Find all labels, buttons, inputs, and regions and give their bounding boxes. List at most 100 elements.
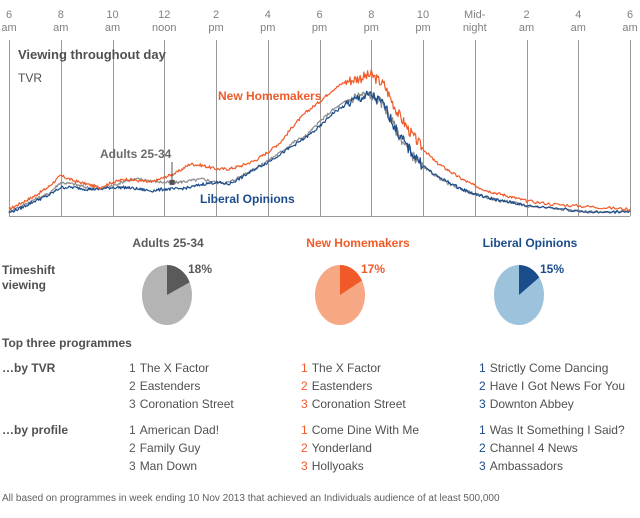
timeshift-pct-homemakers: 17%: [361, 262, 386, 276]
x-tick-label: 8 pm: [349, 9, 393, 35]
by-tvr-list-homemakers: 1 The X Factor 2 Eastenders 3 Coronation Stre…: [301, 359, 406, 413]
programme-item: 1 Come Dine With Me: [301, 421, 419, 439]
x-tick-label-line2: pm: [415, 22, 431, 34]
programme-rank: 2: [301, 441, 308, 455]
by-profile-list-homemakers: 1 Come Dine With Me 2 Yonderland 3 Hollyoaks: [301, 421, 419, 475]
programme-rank: 1: [129, 423, 136, 437]
x-tick-label-line2: am: [53, 22, 69, 34]
programme-name: Was It Something I Said?: [489, 423, 625, 437]
x-tick-label: 2 pm: [194, 9, 238, 35]
programme-item: 3 Man Down: [129, 457, 219, 475]
programme-rank: 2: [479, 441, 486, 455]
programme-name: Yonderland: [311, 441, 372, 455]
x-tick-label-line1: 8: [368, 9, 375, 21]
x-tick-label: 4 pm: [246, 9, 290, 35]
programme-name: Hollyoaks: [311, 459, 364, 473]
pie-slice-timeshift: [519, 265, 540, 295]
programme-rank: 2: [129, 441, 136, 455]
x-tick-label: 2 am: [505, 9, 549, 35]
programme-name: The X Factor: [139, 361, 210, 375]
programme-name: Come Dine With Me: [311, 423, 420, 437]
programme-item: 2 Eastenders: [129, 377, 234, 395]
programme-item: 1 The X Factor: [301, 359, 406, 377]
programme-item: 1 Strictly Come Dancing: [479, 359, 625, 377]
programme-name: Family Guy: [139, 441, 201, 455]
x-tick-label-line2: pm: [311, 22, 328, 34]
pie-adults-25-34: [142, 265, 192, 325]
programme-name: Eastenders: [311, 379, 373, 393]
x-tick-label-line1: 8: [57, 9, 64, 21]
annotation-marker-square: [169, 179, 175, 185]
x-tick-label-line1: 10: [416, 9, 430, 21]
programme-item: 2 Yonderland: [301, 439, 419, 457]
programme-rank: 1: [129, 361, 136, 375]
programme-item: 3 Ambassadors: [479, 457, 625, 475]
x-tick-label: 12 noon: [142, 9, 186, 35]
programme-item: 2 Have I Got News For You: [479, 377, 625, 395]
x-tick-label-line1: 4: [575, 9, 582, 21]
pie-liberal-opinions: [494, 265, 544, 325]
programme-rank: 3: [301, 397, 308, 411]
programme-item: 1 American Dad!: [129, 421, 219, 439]
programme-item: 3 Hollyoaks: [301, 457, 419, 475]
x-tick-label-line1: Mid-: [464, 9, 486, 21]
programme-rank: 1: [479, 423, 486, 437]
series-label-liberal-opinions: Liberal Opinions: [200, 192, 295, 206]
x-tick-label: 6 pm: [298, 9, 342, 35]
programme-rank: 1: [479, 361, 486, 375]
pie-slice-timeshift: [340, 265, 362, 295]
programme-name: Eastenders: [139, 379, 201, 393]
programme-rank: 3: [129, 459, 136, 473]
x-tick-label: 10 pm: [401, 9, 445, 35]
programme-rank: 3: [129, 397, 136, 411]
programme-item: 1 Was It Something I Said?: [479, 421, 625, 439]
x-tick-label-line2: am: [570, 22, 586, 34]
programme-item: 2 Eastenders: [301, 377, 406, 395]
programme-rank: 3: [301, 459, 308, 473]
chart-subtitle: TVR: [18, 71, 42, 85]
series-line-new-homemakers: [8, 69, 631, 212]
top-programmes-title: Top three programmes: [2, 336, 132, 350]
x-tick-label-line1: 6: [626, 9, 634, 21]
series-label-new-homemakers: New Homemakers: [218, 89, 322, 103]
programme-name: Downton Abbey: [489, 397, 574, 411]
programme-name: Strictly Come Dancing: [489, 361, 609, 375]
x-tick-label: 10 am: [91, 9, 135, 35]
x-tick-label: 8 am: [39, 9, 83, 35]
x-tick-label-line2: pm: [260, 22, 276, 34]
by-profile-list-adults: 1 American Dad! 2 Family Guy 3 Man Down: [129, 421, 219, 475]
programme-name: Ambassadors: [489, 459, 564, 473]
programme-name: Channel 4 News: [489, 441, 578, 455]
x-tick-label-line2: am: [622, 22, 638, 34]
timeshift-label-line1: Timeshift: [2, 263, 56, 277]
programme-item: 2 Channel 4 News: [479, 439, 625, 457]
programme-name: Have I Got News For You: [489, 379, 626, 393]
x-tick-label-line2: pm: [208, 22, 224, 34]
x-tick-label-line2: pm: [363, 22, 379, 34]
x-tick-label-line1: 6: [316, 9, 323, 21]
x-tick-label-line1: 10: [106, 9, 119, 21]
x-tick-label: 6 am: [608, 9, 640, 35]
x-tick-label: 4 am: [556, 9, 600, 35]
x-tick-label-line1: 12: [158, 9, 171, 21]
by-tvr-list-liberal: 1 Strictly Come Dancing 2 Have I Got News F…: [479, 359, 625, 413]
column-header-homemakers: New Homemakers: [306, 236, 410, 250]
programme-name: Coronation Street: [311, 397, 406, 411]
x-tick-label-line2: noon: [152, 22, 177, 34]
programme-item: 3 Coronation Street: [129, 395, 234, 413]
timeshift-pct-liberal: 15%: [540, 262, 565, 276]
programme-rank: 1: [301, 361, 308, 375]
programme-name: American Dad!: [139, 423, 220, 437]
column-header-liberal: Liberal Opinions: [482, 236, 578, 250]
x-tick-label-line2: am: [104, 22, 121, 34]
programme-rank: 2: [301, 379, 308, 393]
programme-rank: 3: [479, 459, 486, 473]
timeshift-label: Timeshift viewing: [2, 263, 55, 293]
column-header-adults: Adults 25-34: [132, 236, 204, 250]
x-tick-label-line1: 2: [212, 9, 220, 21]
x-tick-label-line2: am: [518, 22, 535, 34]
footnote: All based on programmes in week ending 1…: [2, 493, 500, 504]
programme-rank: 3: [479, 397, 486, 411]
programme-rank: 1: [301, 423, 308, 437]
pie-slice-timeshift: [167, 265, 190, 295]
